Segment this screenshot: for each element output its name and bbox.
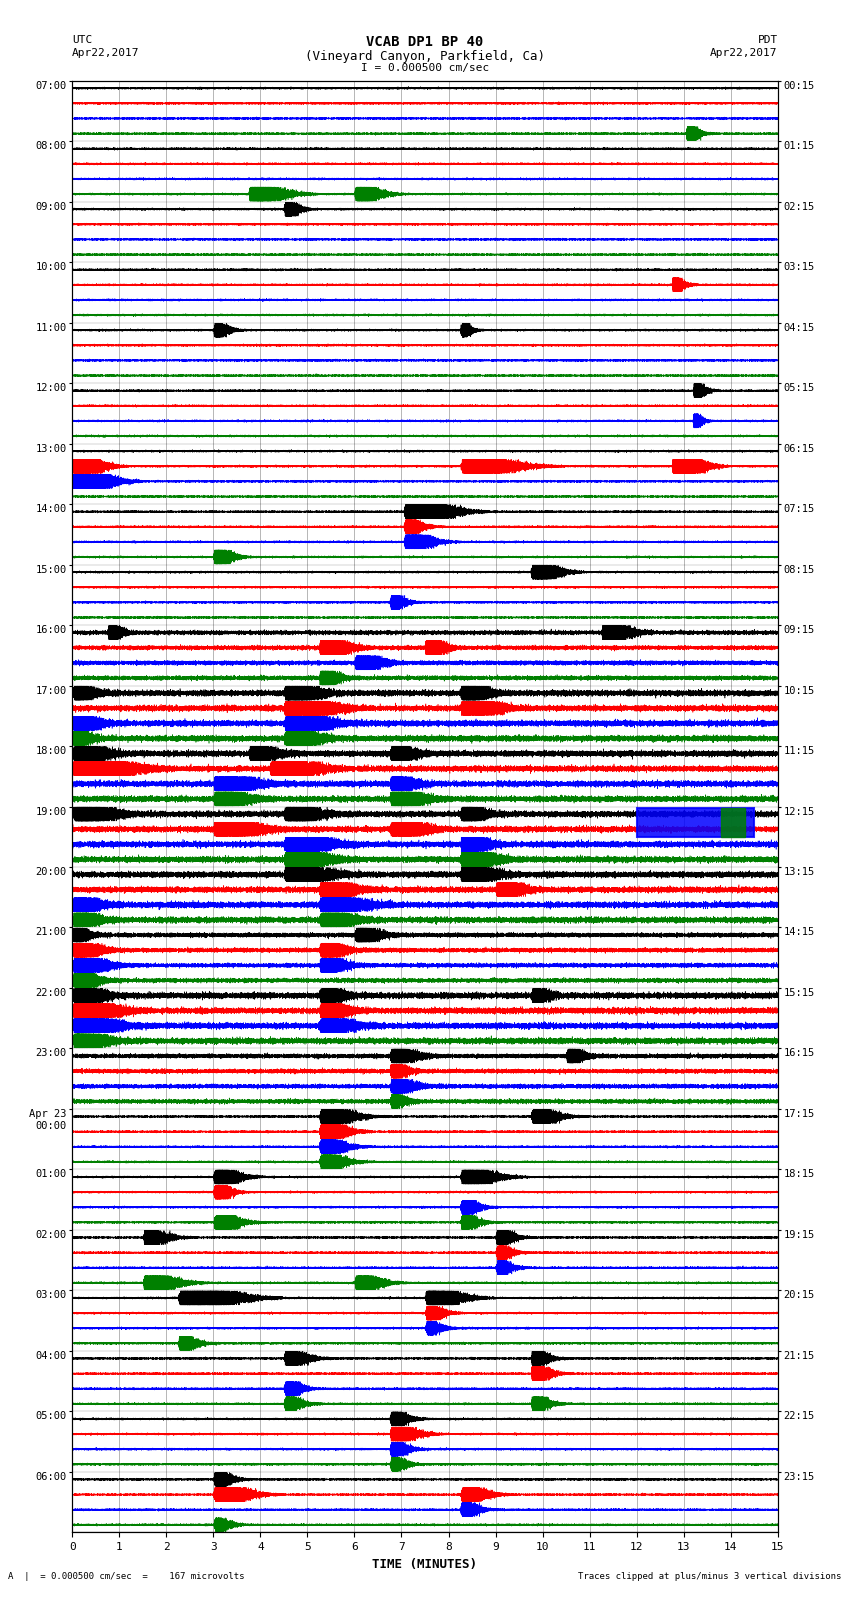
Bar <box>637 808 754 837</box>
Text: (Vineyard Canyon, Parkfield, Ca): (Vineyard Canyon, Parkfield, Ca) <box>305 50 545 63</box>
Text: Apr22,2017: Apr22,2017 <box>711 48 778 58</box>
Text: Apr22,2017: Apr22,2017 <box>72 48 139 58</box>
Bar <box>722 808 745 837</box>
Text: VCAB DP1 BP 40: VCAB DP1 BP 40 <box>366 35 484 50</box>
Text: A  |  = 0.000500 cm/sec  =    167 microvolts: A | = 0.000500 cm/sec = 167 microvolts <box>8 1571 245 1581</box>
Text: I = 0.000500 cm/sec: I = 0.000500 cm/sec <box>361 63 489 73</box>
Text: PDT: PDT <box>757 35 778 45</box>
Text: Traces clipped at plus/minus 3 vertical divisions: Traces clipped at plus/minus 3 vertical … <box>578 1571 842 1581</box>
Text: UTC: UTC <box>72 35 93 45</box>
X-axis label: TIME (MINUTES): TIME (MINUTES) <box>372 1558 478 1571</box>
